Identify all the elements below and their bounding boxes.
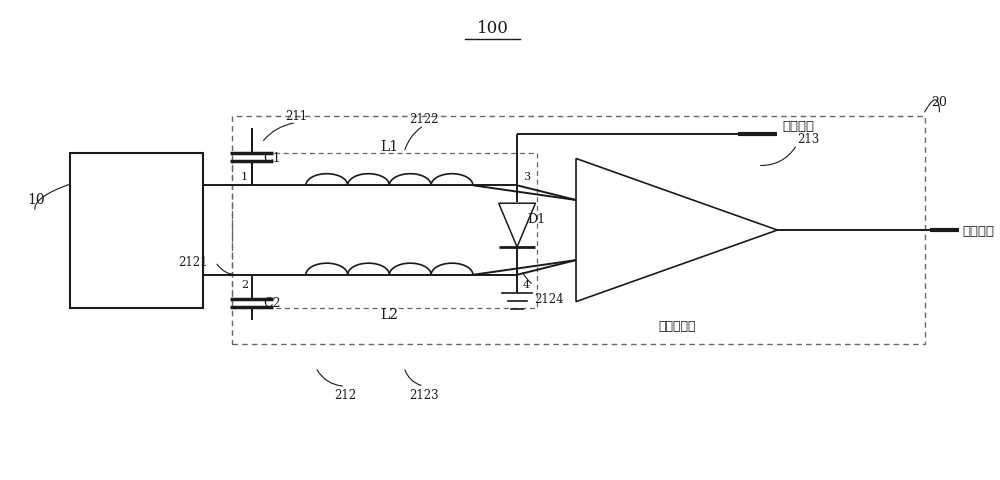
Text: 2124: 2124 bbox=[534, 292, 563, 305]
Text: 射频输出: 射频输出 bbox=[962, 224, 994, 237]
Text: 2: 2 bbox=[241, 279, 248, 289]
Text: 20: 20 bbox=[932, 96, 947, 108]
Text: 前置放大器: 前置放大器 bbox=[658, 320, 695, 333]
Text: L2: L2 bbox=[380, 307, 398, 321]
Text: 直流输入: 直流输入 bbox=[782, 120, 814, 132]
Bar bbox=[232, 117, 925, 345]
Text: D1: D1 bbox=[527, 213, 545, 226]
Bar bbox=[232, 153, 537, 308]
Text: 3: 3 bbox=[523, 172, 530, 182]
Text: 213: 213 bbox=[797, 133, 819, 146]
Text: L1: L1 bbox=[380, 140, 398, 154]
Text: C1: C1 bbox=[264, 152, 281, 165]
Bar bbox=[70, 153, 203, 308]
Text: 100: 100 bbox=[477, 20, 508, 37]
Text: 2122: 2122 bbox=[409, 113, 439, 126]
Text: 1: 1 bbox=[241, 172, 248, 182]
Text: 2121: 2121 bbox=[178, 256, 208, 269]
Text: 2123: 2123 bbox=[409, 388, 439, 401]
Text: 212: 212 bbox=[334, 388, 356, 401]
Text: 10: 10 bbox=[27, 192, 45, 206]
Text: C2: C2 bbox=[264, 297, 281, 310]
Text: 4: 4 bbox=[523, 279, 530, 289]
Text: 211: 211 bbox=[285, 110, 307, 123]
